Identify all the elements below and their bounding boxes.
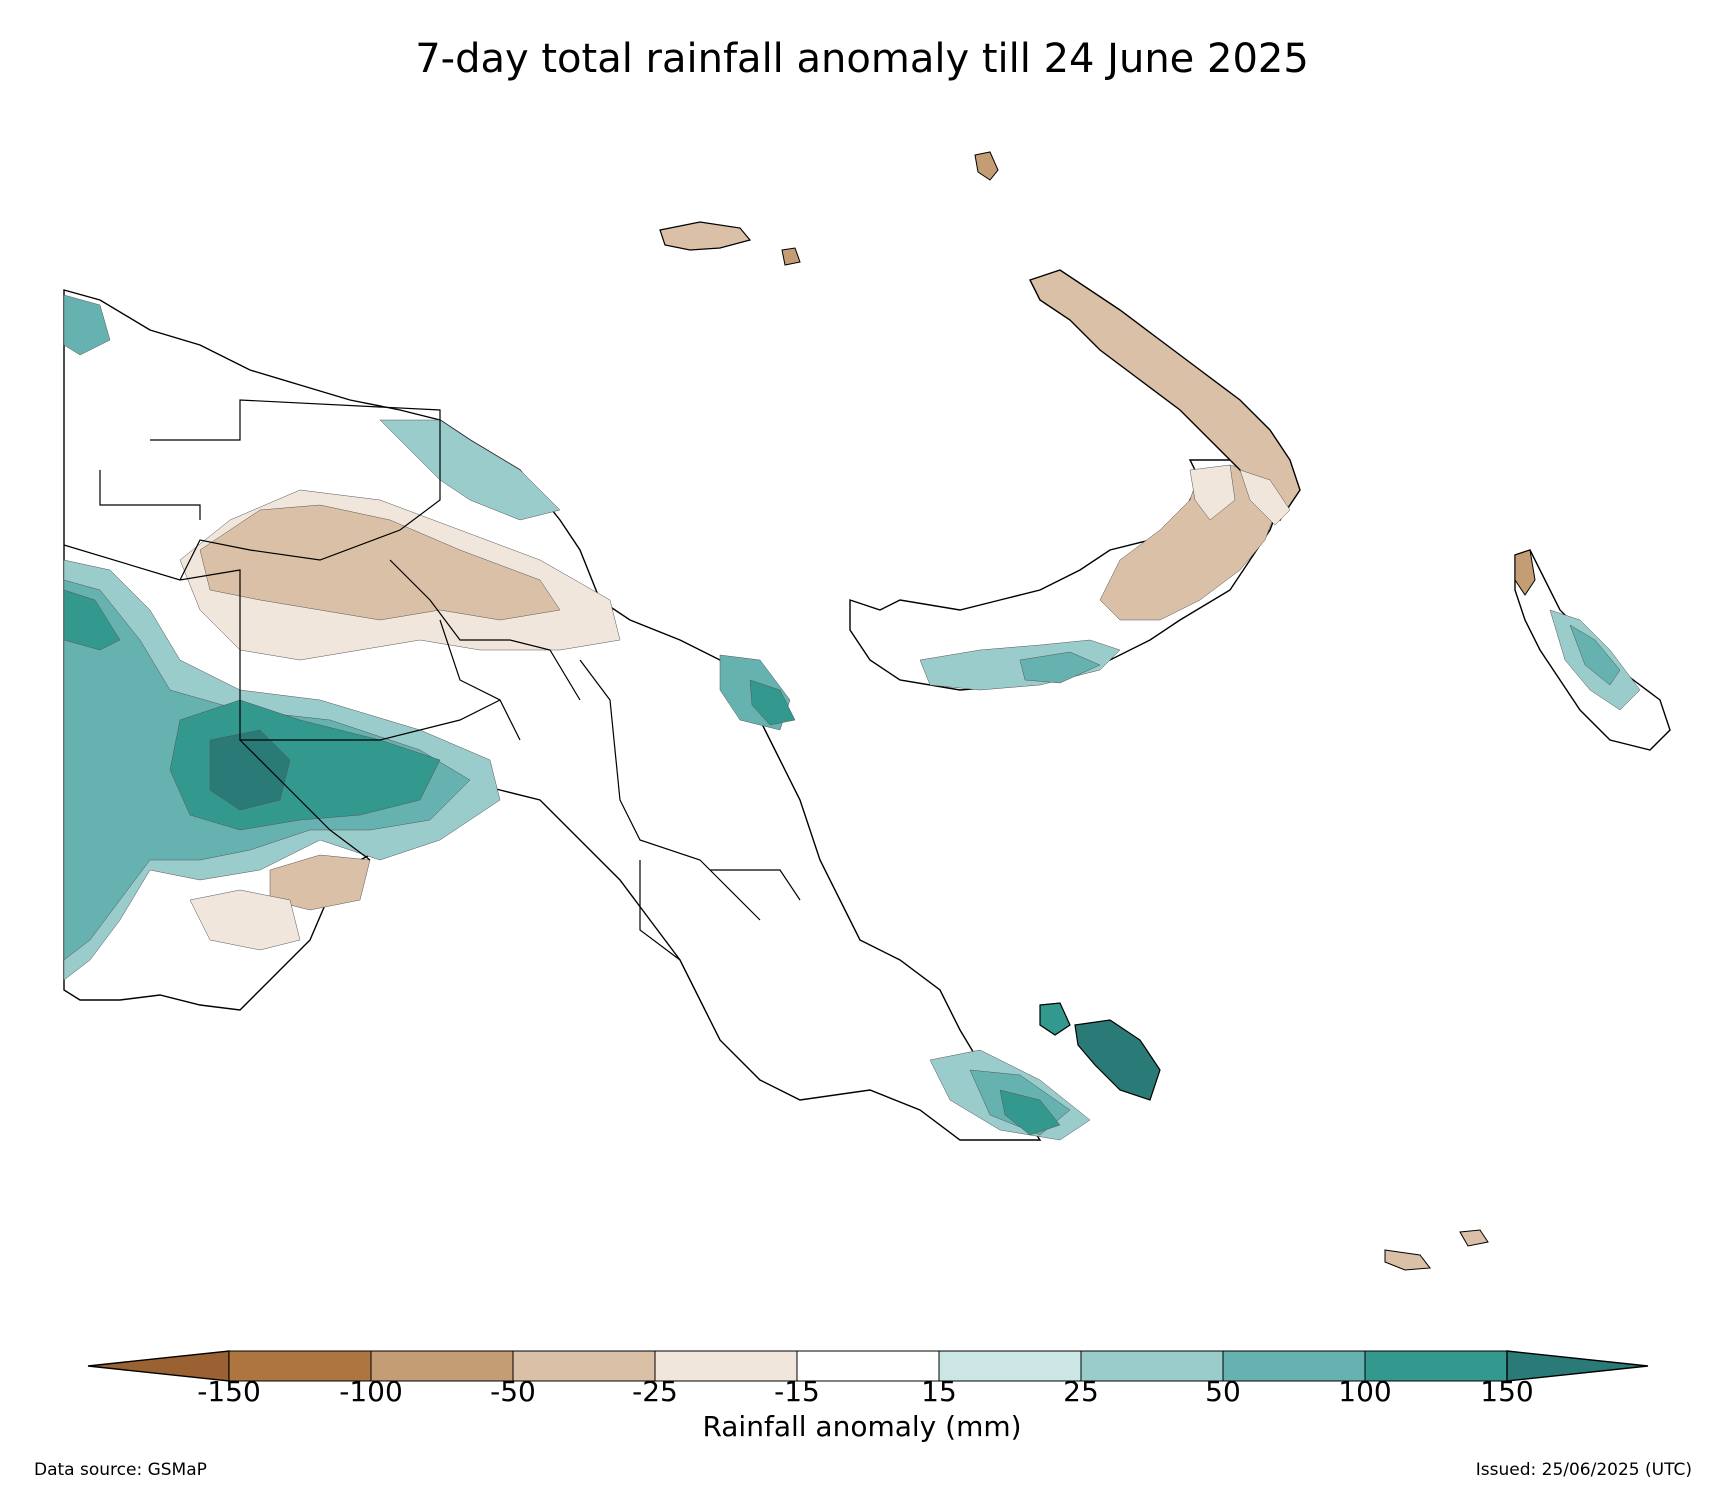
colorbar-bin-7 bbox=[1080, 1350, 1224, 1382]
colorbar-label: Rainfall anomaly (mm) bbox=[702, 1410, 1022, 1443]
bougainville-dark-teal bbox=[1569, 624, 1621, 686]
colorbar-tick: -15 bbox=[774, 1375, 820, 1408]
colorbar-tick: 100 bbox=[1338, 1375, 1392, 1408]
map-title: 7-day total rainfall anomaly till 24 Jun… bbox=[415, 36, 1309, 82]
colorbar-tick: 25 bbox=[1063, 1375, 1099, 1408]
new-britain-south-dark-teal bbox=[1019, 651, 1101, 684]
colorbar-tick: -100 bbox=[339, 1375, 403, 1408]
colorbar-tick: -25 bbox=[632, 1375, 678, 1408]
northern-islet-2 bbox=[781, 247, 801, 266]
colorbar-bin-6 bbox=[938, 1350, 1082, 1382]
anomaly-nw-teal bbox=[63, 294, 111, 356]
colorbar-tick: 150 bbox=[1480, 1375, 1534, 1408]
colorbar-bin-2 bbox=[370, 1350, 514, 1382]
anomaly-sw-over-150 bbox=[209, 729, 291, 811]
northern-islet-1 bbox=[974, 151, 999, 181]
bougainville-north-brown bbox=[1514, 549, 1536, 596]
sudest-island bbox=[1459, 1229, 1489, 1247]
colorbar-bin-8 bbox=[1222, 1350, 1366, 1382]
new-britain-light-brown bbox=[1189, 464, 1236, 521]
anomaly-se-darker-teal bbox=[999, 1089, 1061, 1136]
colorbar-bin-3 bbox=[512, 1350, 656, 1382]
anomaly-sw-100-150 bbox=[63, 589, 441, 831]
manus-island bbox=[659, 221, 752, 251]
colorbar-tick: 15 bbox=[921, 1375, 957, 1408]
new-ireland bbox=[1029, 269, 1301, 522]
new-ireland-light-brown bbox=[1239, 469, 1291, 526]
colorbar-tick: -50 bbox=[490, 1375, 536, 1408]
rossel-island bbox=[1384, 1249, 1431, 1271]
dentrecasteaux-island bbox=[1074, 1019, 1161, 1101]
province-borders bbox=[63, 399, 801, 961]
data-source-note: Data source: GSMaP bbox=[34, 1460, 207, 1480]
colorbar-tick: 50 bbox=[1205, 1375, 1241, 1408]
anomaly-highlands-brown bbox=[199, 504, 561, 621]
colorbar-bin-9 bbox=[1364, 1350, 1508, 1382]
colorbar-tick: -150 bbox=[197, 1375, 261, 1408]
goodenough-island bbox=[1039, 1002, 1071, 1036]
issued-date-note: Issued: 25/06/2025 (UTC) bbox=[1475, 1460, 1692, 1480]
anomaly-north-coast-teal bbox=[379, 419, 561, 521]
anomaly-south-light-brown bbox=[189, 889, 301, 951]
colorbar-bin-5 bbox=[796, 1350, 940, 1382]
anomaly-east-dark-teal bbox=[749, 679, 796, 726]
colorbar-extend-high bbox=[1506, 1350, 1649, 1382]
